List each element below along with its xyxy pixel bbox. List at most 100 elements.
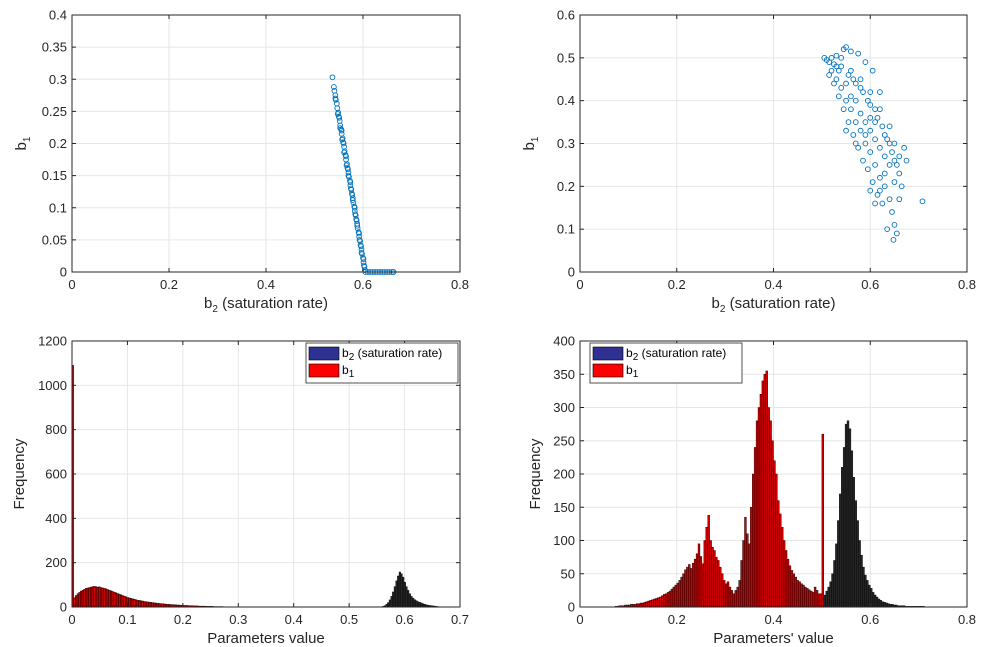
histogram-bar [757,407,761,608]
y-tick-label: 50 [561,566,575,581]
histogram-bar [846,420,850,608]
histogram-bar [118,593,121,608]
scatter-point [848,48,854,55]
x-tick-label: 0.6 [354,277,372,292]
histogram-bar [388,599,391,608]
x-tick-label: 0.4 [285,612,303,627]
histogram-bar [129,598,133,608]
histogram-bar [742,540,745,608]
histogram-bar [668,590,672,608]
histogram-bar [392,591,395,608]
x-tick-label: 0.6 [861,612,879,627]
histogram-bar [734,590,737,608]
histogram-bar [393,586,396,608]
histogram-bar [821,433,825,608]
scatter-point [347,179,354,185]
y-tick-label: 100 [553,533,575,548]
histogram-bar [798,581,801,608]
scatter-point [872,200,878,207]
scatter-point [831,80,837,87]
scatter-point [358,243,364,250]
histogram-bar [641,602,645,608]
histogram-bar [651,599,654,608]
histogram-bar [722,580,726,608]
histogram-bar [645,601,648,608]
scatter-point [869,67,876,74]
scatter-point [857,84,864,91]
histogram-bar [682,573,685,608]
scatter-point [919,198,926,205]
histogram-bar [395,580,398,608]
x-tick-label: 0.6 [396,612,414,627]
histogram-bar [415,600,418,608]
scatter-point [867,102,874,108]
histogram-bar [128,597,131,608]
scatter-point [867,114,874,121]
histogram-bar [827,586,830,608]
histogram-bar [746,533,749,608]
histogram-bar [765,370,768,608]
x-tick-label: 0 [68,612,75,627]
scatter-point [850,132,857,138]
scatter-point [843,44,849,50]
scatter-point [332,95,339,102]
scatter-point [356,230,362,237]
scatter-point [896,153,903,160]
histogram-bar [707,515,710,608]
histogram-bar [397,575,400,608]
histogram-bar [108,589,111,608]
scatter-point [833,63,840,70]
histogram-bar [154,602,157,608]
scatter-point [874,114,881,121]
histogram-bar [858,540,861,608]
histogram-bar [141,600,144,608]
histogram-bar [151,602,154,608]
histogram-bar [111,591,114,608]
histogram-bar [837,520,840,608]
histogram-bar [831,573,834,608]
scatter-point [898,183,905,190]
histogram-bar [672,586,676,608]
histogram-bar [771,440,774,608]
histogram-bar [148,601,151,608]
scatter-point [864,166,871,173]
scatter-point [867,127,874,134]
histogram-bar [663,594,666,608]
scatter-point [351,204,358,211]
scatter-point [843,97,849,104]
histogram-bar [724,583,728,608]
x-tick-label: 0.2 [668,612,686,627]
x-tick-label: 0.8 [958,277,976,292]
histogram-bar [664,593,668,608]
y-axis-label: Frequency [11,438,28,509]
y-tick-label: 800 [45,422,67,437]
histogram-bar [410,596,413,608]
histogram-bar [829,581,832,608]
scatter-point [877,106,883,113]
histogram-bar [721,573,724,608]
histogram-bar [146,601,149,608]
histogram-bar [153,602,156,608]
histogram-bar [133,599,136,608]
histogram-bar [120,594,123,608]
legend: b2 (saturation rate)b1 [589,342,743,384]
scatter-point [356,237,363,243]
histogram-bar [713,550,716,608]
histogram-bar [885,602,888,608]
scatter-point [843,127,849,134]
histogram-bar [711,546,714,608]
histogram-bar [750,507,753,608]
histogram-bar [841,467,844,608]
scatter-point [890,237,897,243]
histogram-bar [864,574,867,608]
histogram-bar [817,593,821,608]
histogram-bar [413,599,416,608]
histogram-bar [407,590,410,608]
histogram-bar [856,520,859,608]
histogram-bar [703,540,706,608]
scatter-point [879,200,886,207]
x-tick-label: 0.8 [958,612,976,627]
x-tick-label: 0.4 [764,612,782,627]
scatter-point [343,153,349,160]
y-tick-label: 0.35 [42,40,67,55]
